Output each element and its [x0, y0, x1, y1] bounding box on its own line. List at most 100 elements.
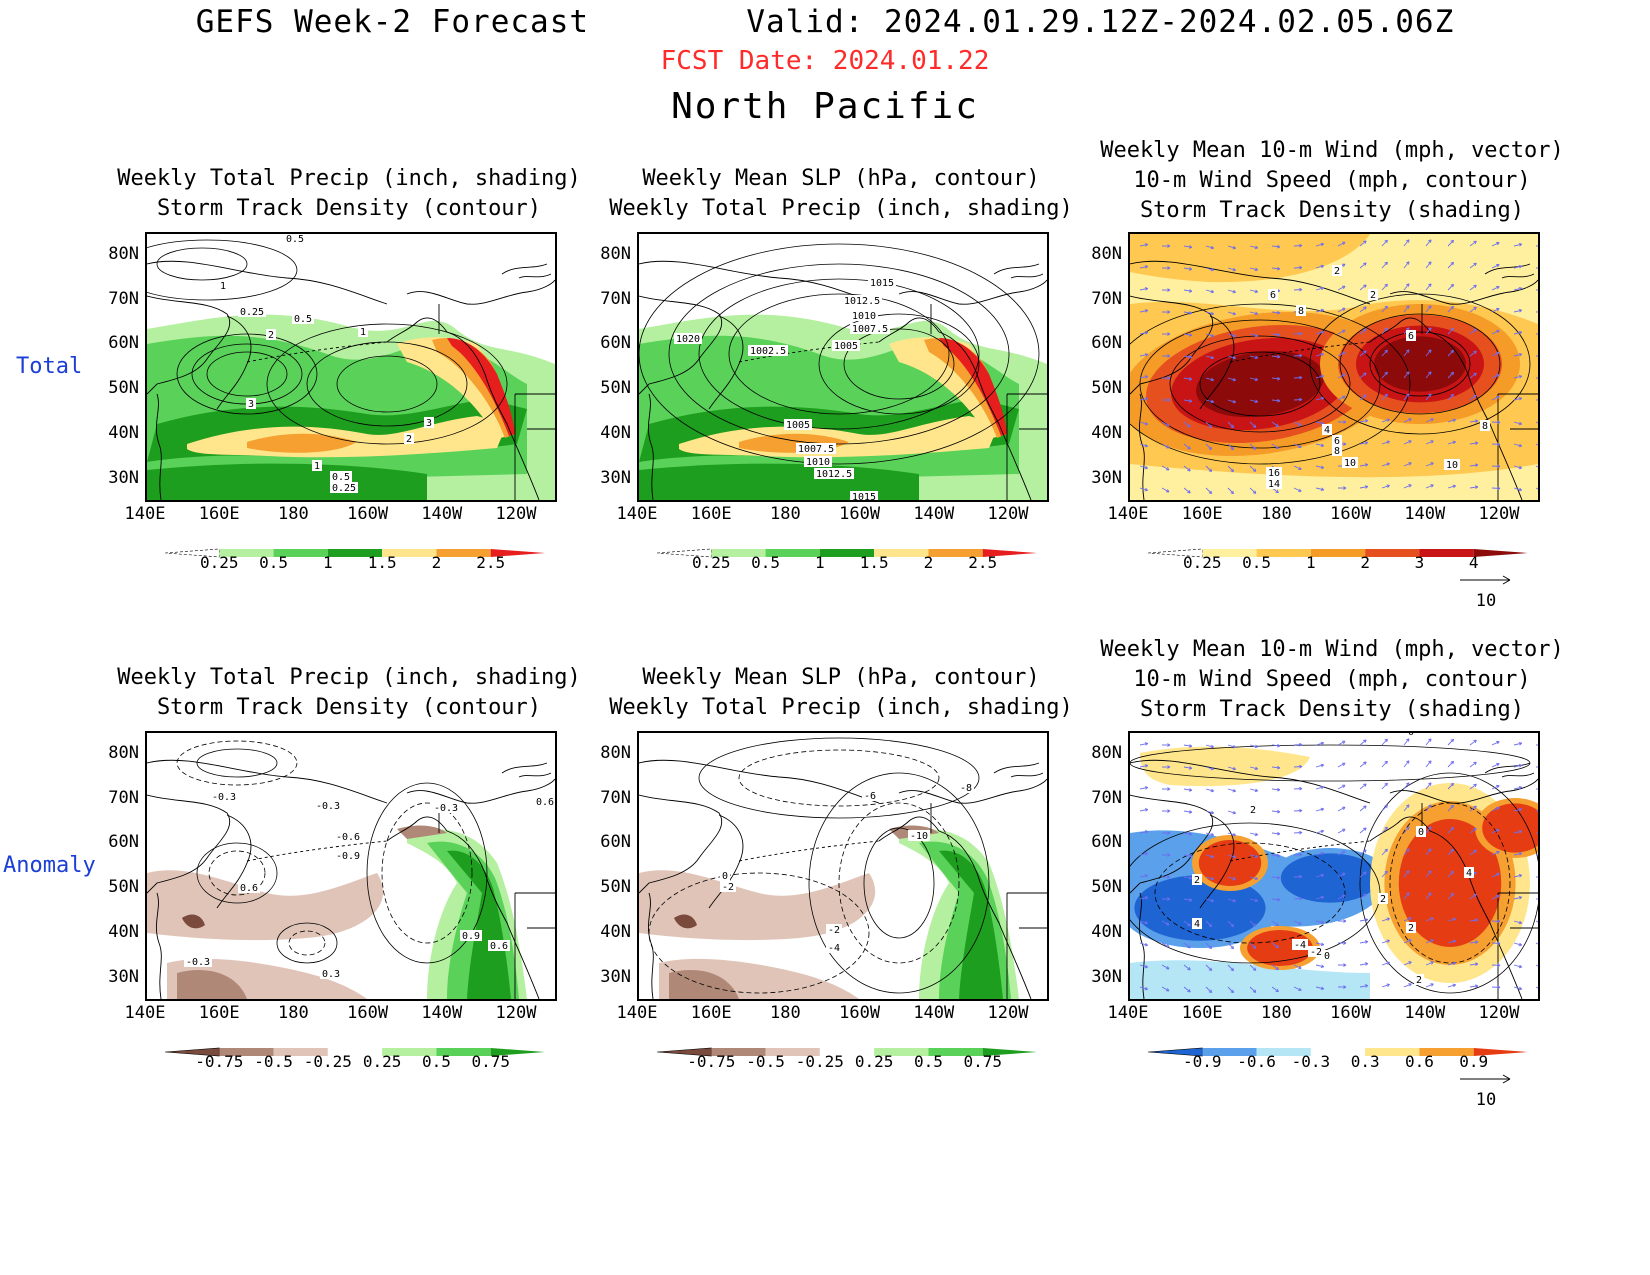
kamchatka-coastline	[216, 315, 252, 410]
contour-label-bg	[1266, 478, 1282, 489]
contour-label-bg	[330, 482, 358, 493]
kamchatka-coastline	[1199, 814, 1235, 909]
coastline-layer	[1130, 759, 1538, 999]
north-america-coastline	[446, 830, 540, 999]
colorbar-label-a2: 0.75	[963, 1052, 1002, 1071]
aleutian-islands	[246, 840, 388, 862]
colorbar-label-t1: 2	[431, 553, 442, 572]
contour-label-bg	[804, 456, 832, 467]
asia-coastline	[1130, 759, 1371, 894]
asia-coastline	[1130, 260, 1371, 395]
contour-label: 1012.5	[816, 469, 852, 480]
japan-coastline	[1138, 892, 1145, 999]
contour-label-bg	[1248, 804, 1258, 815]
japan-coastline	[1138, 393, 1145, 500]
contour-label-bg	[1406, 733, 1416, 737]
north-america-coastline	[1429, 830, 1523, 999]
map-panel-t2: 1015 1012.5 1010 1007.5 1005 1020 1002.5 1005 10…	[637, 232, 1049, 502]
contour-label: -0.3	[186, 957, 210, 968]
asia-coastline	[639, 260, 880, 395]
alaska-coastline	[878, 778, 1047, 842]
contour-label: 4	[1324, 425, 1330, 436]
colorbar-label-t1: 2.5	[476, 553, 506, 572]
japan-coastline	[155, 892, 162, 999]
coastline-layer	[147, 260, 555, 500]
lon-label-a3: 180	[1261, 1003, 1292, 1023]
lon-label-t2: 160E	[690, 504, 732, 524]
forecast-date: FCST Date: 2024.01.22	[660, 46, 990, 76]
contour-label-bg	[1416, 826, 1426, 837]
lat-label-t2: 40N	[600, 422, 631, 443]
colorbar-label-a2: -0.75	[687, 1052, 736, 1071]
contour-label-bg	[210, 791, 238, 802]
colorbar-label-t3: 0.25	[1183, 553, 1222, 572]
contour-label-bg	[1464, 867, 1474, 878]
us-state-borders	[1497, 393, 1538, 500]
wind-vector-layer	[1139, 738, 1538, 994]
contour-label: 1	[360, 327, 366, 338]
region-title: North Pacific	[671, 86, 979, 127]
contour-label: 2	[1416, 975, 1422, 986]
contour-label: -4	[828, 943, 840, 954]
kamchatka-coastline	[708, 814, 744, 909]
lat-label-a3: 50N	[1091, 877, 1122, 898]
lat-label-t2: 50N	[600, 378, 631, 399]
shading-layer	[147, 314, 555, 500]
contour-label: 6	[1270, 290, 1276, 301]
coastline-layer	[147, 759, 555, 999]
lon-label-a2: 180	[770, 1003, 801, 1023]
alaska-coastline	[878, 279, 1047, 343]
colorbar-a1	[164, 1042, 545, 1057]
lat-label-t1: 50N	[108, 378, 139, 399]
contour-label-bg	[404, 433, 414, 444]
contour-label-bg	[1332, 445, 1342, 456]
alaska-coastline	[1369, 778, 1538, 842]
lon-label-a1: 140E	[124, 1003, 166, 1023]
lat-label-t1: 60N	[108, 333, 139, 354]
colorbar-label-a3: 0.3	[1350, 1052, 1380, 1071]
contour-label-bg	[488, 940, 510, 951]
shading-layer	[147, 825, 527, 999]
lon-label-t1: 140E	[124, 504, 166, 524]
contour-label-bg	[314, 800, 342, 811]
colorbar-label-a3: -0.9	[1183, 1052, 1222, 1071]
arctic-islands	[993, 762, 1044, 778]
contour-label-bg	[908, 830, 930, 841]
contour-label-bg	[312, 460, 322, 471]
lat-label-t3: 80N	[1091, 244, 1122, 264]
lat-label-t3: 70N	[1091, 288, 1122, 309]
lat-label-a2: 30N	[600, 966, 631, 987]
aleutian-islands	[738, 840, 880, 862]
row-label-anomaly: Anomaly	[3, 853, 96, 878]
us-state-borders	[514, 393, 555, 500]
lat-label-t3: 50N	[1091, 378, 1122, 399]
lon-label-t3: 160W	[1330, 504, 1372, 524]
north-america-coastline	[938, 331, 1032, 500]
contour-label-bg	[358, 326, 368, 337]
kamchatka-coastline	[216, 814, 252, 909]
lon-label-t2: 160W	[839, 504, 881, 524]
contour-label-bg	[460, 930, 482, 941]
contour-label: 2	[1334, 266, 1340, 277]
colorbar-label-a2: -0.25	[795, 1052, 844, 1071]
contour-label-bg	[720, 881, 736, 892]
arctic-islands	[1484, 263, 1535, 279]
contour-label-bg	[1378, 893, 1388, 904]
contour-label-bg	[1414, 974, 1424, 985]
contour-label-bg	[218, 280, 228, 291]
lon-label-t3: 140W	[1404, 504, 1446, 524]
contour-label: -2	[1310, 947, 1322, 958]
lat-label-a3: 70N	[1091, 787, 1122, 808]
lat-label-t2: 70N	[600, 288, 631, 309]
contour-label-bg	[1332, 265, 1342, 276]
contour-label: -6	[864, 791, 876, 802]
contour-label-bg	[330, 471, 352, 482]
colorbar-label-t2: 0.5	[751, 553, 781, 572]
panel-title-t1: Weekly Total Precip (inch, shading) Stor…	[117, 166, 581, 221]
contour-label: 1005	[786, 420, 810, 431]
contour-label-bg	[284, 234, 306, 244]
contour-label: 2	[1370, 290, 1376, 301]
lat-label-t3: 60N	[1091, 333, 1122, 354]
